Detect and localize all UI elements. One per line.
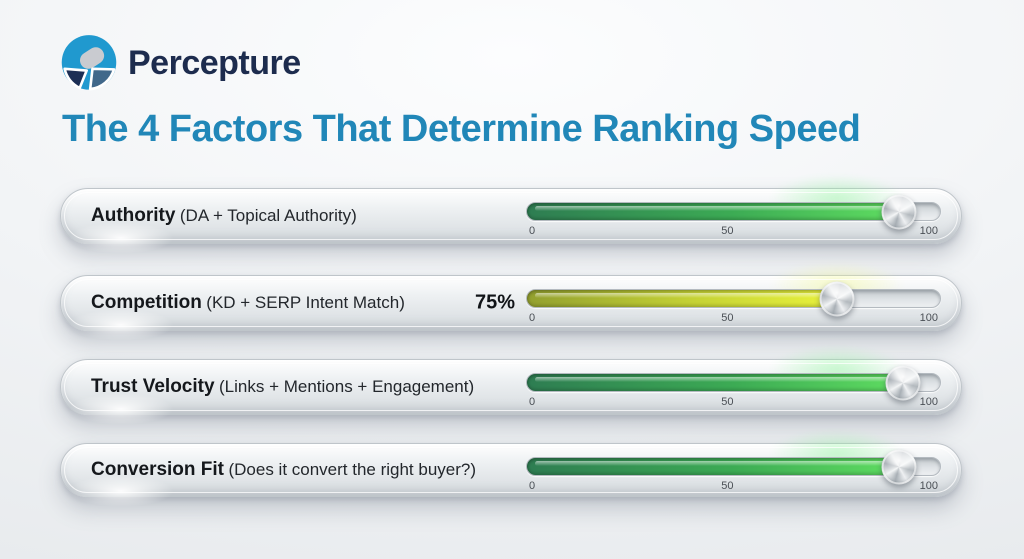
factor-label: Conversion Fit (Does it convert the righ… — [91, 459, 476, 481]
factor-label: Authority (DA + Topical Authority) — [91, 205, 357, 227]
slider-ticks: 0 50 100 — [526, 480, 941, 492]
factor-detail: (Does it convert the right buyer?) — [228, 460, 477, 479]
slider-track[interactable] — [526, 449, 941, 484]
authority-slider[interactable]: 0 50 100 — [526, 194, 941, 237]
slider-ticks: 0 50 100 — [526, 312, 941, 324]
tick-max: 100 — [919, 396, 938, 408]
slider-track[interactable] — [526, 194, 941, 229]
tick-mid: 50 — [721, 312, 734, 324]
tick-mid: 50 — [721, 480, 734, 492]
slider-track[interactable] — [526, 365, 941, 400]
slider-fill — [527, 290, 837, 307]
factor-row-trust-velocity: Trust Velocity (Links + Mentions + Engag… — [51, 338, 962, 430]
factor-name: Conversion Fit — [91, 459, 225, 480]
trust-velocity-slider[interactable]: 0 50 100 — [526, 365, 941, 408]
factor-row-competition: Competition (KD + SERP Intent Match) 75%… — [51, 254, 962, 346]
tick-min: 0 — [529, 225, 536, 237]
tick-min: 0 — [529, 480, 536, 492]
tick-max: 100 — [919, 312, 938, 324]
conversion-fit-slider[interactable]: 0 50 100 — [526, 449, 941, 492]
slider-track[interactable] — [526, 281, 941, 316]
factor-name: Authority — [91, 205, 176, 226]
competition-slider[interactable]: 0 50 100 — [526, 281, 941, 324]
tick-min: 0 — [529, 312, 536, 324]
tick-max: 100 — [919, 480, 938, 492]
tick-min: 0 — [529, 396, 536, 408]
tick-max: 100 — [919, 225, 938, 237]
slider-fill — [527, 374, 903, 391]
brand-name: Percepture — [128, 43, 301, 82]
slider-knob[interactable] — [881, 194, 917, 229]
tick-mid: 50 — [721, 396, 734, 408]
factor-detail: (Links + Mentions + Engagement) — [219, 377, 475, 396]
slider-knob[interactable] — [819, 281, 855, 316]
slider-knob[interactable] — [885, 365, 921, 400]
tick-mid: 50 — [721, 225, 734, 237]
factor-row-authority: Authority (DA + Topical Authority) 0 50 … — [51, 167, 962, 259]
page-title: The 4 Factors That Determine Ranking Spe… — [62, 108, 861, 150]
brand-logo: Percepture — [60, 34, 301, 92]
factor-detail: (DA + Topical Authority) — [179, 206, 357, 225]
factor-detail: (KD + SERP Intent Match) — [206, 293, 405, 312]
percepture-logo-icon — [61, 35, 117, 91]
factor-row-conversion-fit: Conversion Fit (Does it convert the righ… — [51, 422, 962, 512]
slider-knob[interactable] — [881, 449, 917, 484]
slider-fill — [527, 458, 899, 475]
slider-ticks: 0 50 100 — [526, 225, 941, 237]
factor-value: 75% — [474, 291, 515, 314]
factor-name: Competition — [91, 292, 202, 313]
slider-fill — [527, 203, 899, 220]
slider-ticks: 0 50 100 — [526, 396, 941, 408]
factor-name: Trust Velocity — [91, 376, 215, 397]
factor-label: Competition (KD + SERP Intent Match) — [91, 292, 405, 314]
factor-label: Trust Velocity (Links + Mentions + Engag… — [91, 376, 474, 398]
